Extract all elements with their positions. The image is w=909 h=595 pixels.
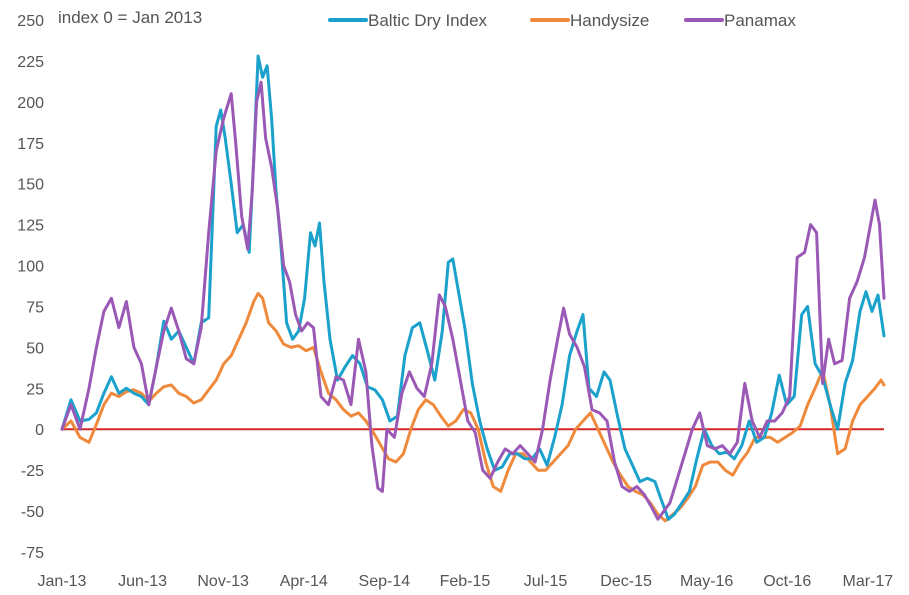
y-tick-label: 0 [35, 422, 44, 439]
x-tick-label: Oct-16 [763, 573, 811, 590]
x-tick-label: Feb-15 [440, 573, 491, 590]
series-line-panamax [60, 80, 886, 521]
legend-label-baltic-dry-index: Baltic Dry Index [368, 11, 488, 30]
y-tick-label: 100 [17, 259, 44, 276]
series-line-baltic-dry-index [60, 54, 886, 521]
x-tick-label: Jul-15 [524, 573, 568, 590]
y-tick-label: -50 [21, 504, 44, 521]
y-tick-label: 75 [26, 299, 44, 316]
legend: Baltic Dry Index Handysize Panamax [328, 11, 796, 30]
y-tick-label: 225 [17, 54, 44, 71]
x-tick-label: May-16 [680, 573, 733, 590]
y-tick-label: 175 [17, 136, 44, 153]
legend-label-panamax: Panamax [724, 11, 796, 30]
x-axis: Jan-13 Jun-13 Nov-13 Apr-14 Sep-14 Feb-15 Jul-… [38, 573, 894, 590]
legend-entry-baltic-dry-index: Baltic Dry Index [328, 11, 488, 30]
y-tick-label: 250 [17, 13, 44, 30]
y-tick-label: 50 [26, 340, 44, 357]
x-tick-label: Nov-13 [197, 573, 249, 590]
x-tick-label: Jan-13 [38, 573, 87, 590]
y-tick-label: -25 [21, 463, 44, 480]
x-tick-label: Mar-17 [842, 573, 893, 590]
x-tick-label: Dec-15 [600, 573, 652, 590]
legend-label-handysize: Handysize [570, 11, 649, 30]
y-tick-label: 25 [26, 381, 44, 398]
chart-annotation: index 0 = Jan 2013 [58, 8, 202, 27]
y-tick-label: -75 [21, 545, 44, 562]
y-tick-label: 200 [17, 95, 44, 112]
series-line-handysize [60, 291, 886, 523]
y-tick-label: 125 [17, 218, 44, 235]
series-group [60, 54, 886, 523]
x-tick-label: Apr-14 [280, 573, 328, 590]
legend-entry-handysize: Handysize [530, 11, 649, 30]
legend-entry-panamax: Panamax [684, 11, 796, 30]
x-tick-label: Sep-14 [359, 573, 411, 590]
x-tick-label: Jun-13 [118, 573, 167, 590]
y-tick-label: 150 [17, 177, 44, 194]
